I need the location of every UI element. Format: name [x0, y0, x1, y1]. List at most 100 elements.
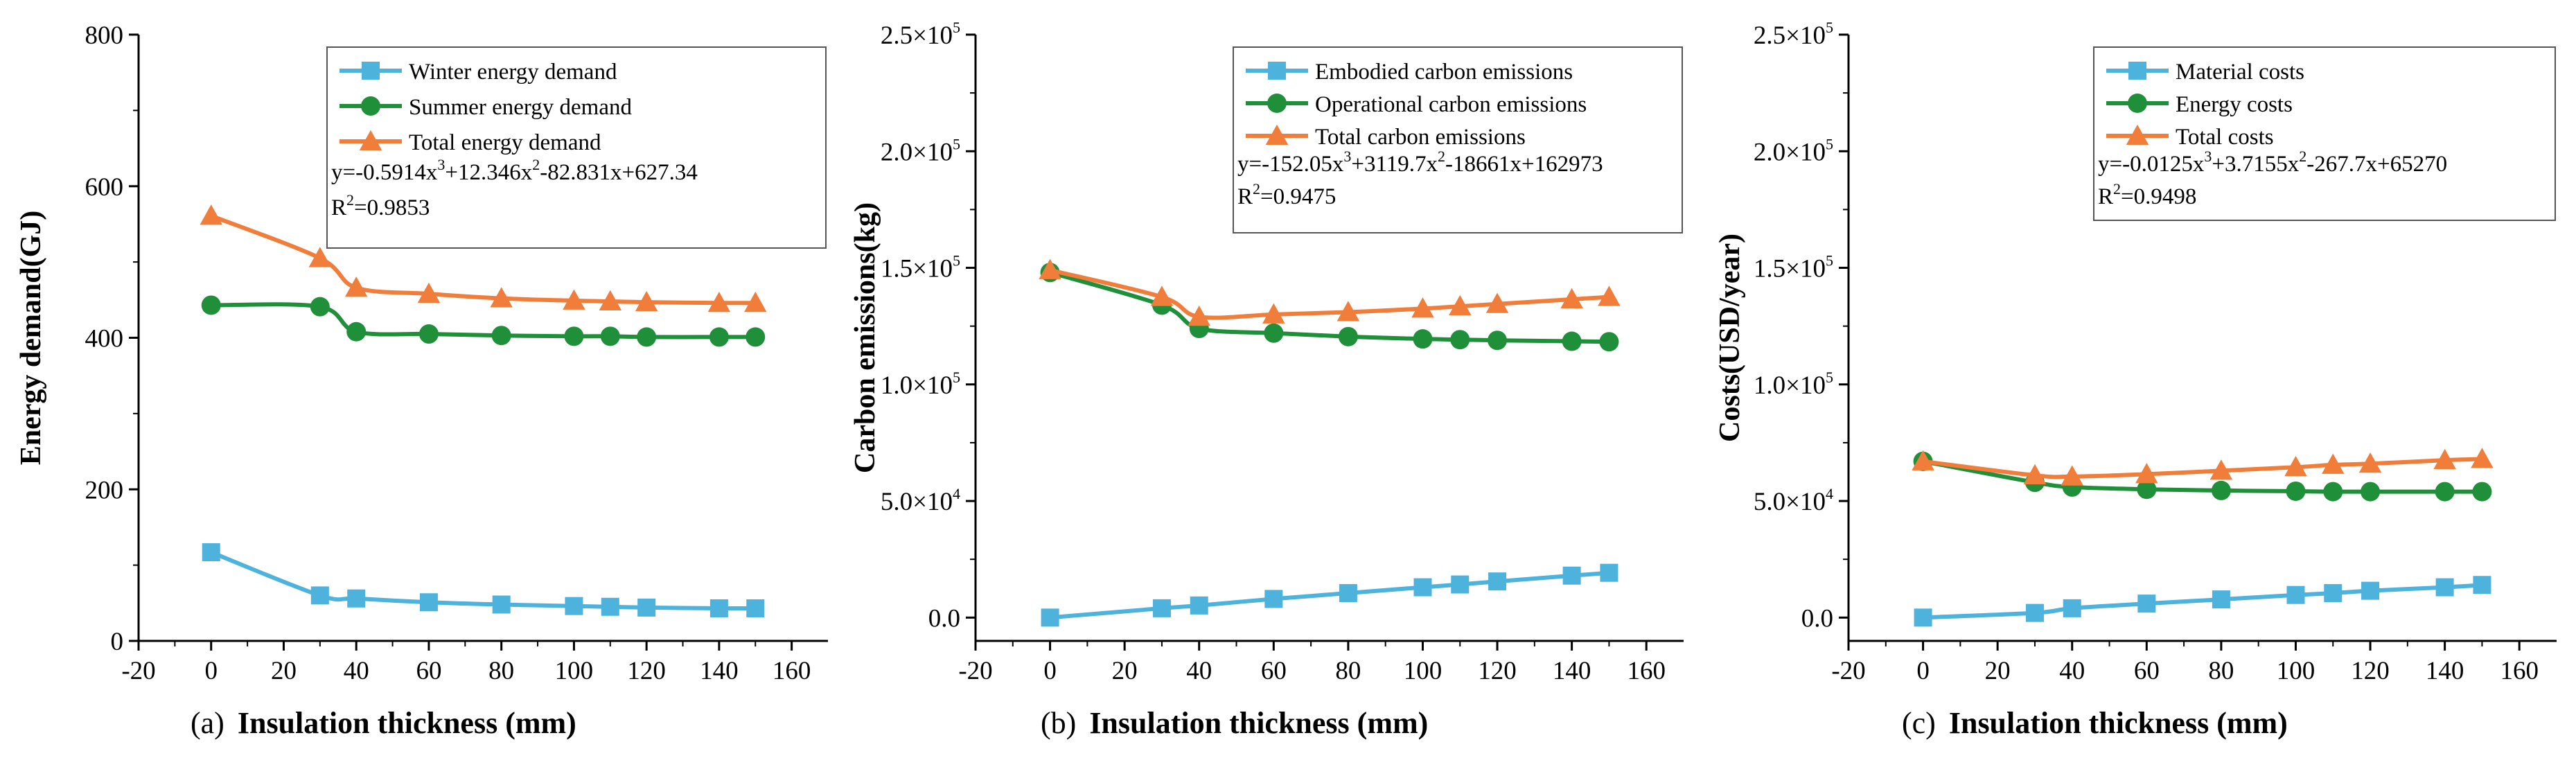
x-axis-label: Insulation thickness (mm)	[1949, 706, 2288, 740]
x-tick-label: 160	[773, 657, 811, 685]
data-point	[1264, 323, 1284, 343]
data-point	[2472, 482, 2492, 502]
data-point	[1264, 590, 1283, 608]
data-point	[2061, 465, 2083, 486]
eq-exponent: 2	[2299, 148, 2306, 165]
data-point	[2361, 581, 2380, 600]
x-tick-label: 160	[1627, 657, 1666, 685]
fit-equation: y=-0.0125x3+3.7155x2-267.7x+65270	[2098, 148, 2447, 177]
x-tick-label: 120	[1478, 657, 1517, 685]
data-point	[1488, 330, 1508, 351]
data-point	[564, 326, 584, 346]
y-tick-mantissa: 2.5×10	[1754, 21, 1826, 50]
x-tick-label: 140	[2426, 657, 2464, 685]
x-tick-label: 80	[2208, 657, 2234, 685]
x-tick-label: 140	[700, 657, 739, 685]
x-tick-label: 100	[2277, 657, 2315, 685]
y-tick-label: 2.0×105	[1754, 135, 1833, 166]
y-tick-label: 1.0×105	[881, 369, 960, 400]
data-point	[2435, 482, 2455, 502]
legend: Material costs Energy costs Total costsy=-…	[2093, 46, 2556, 221]
series-line	[1923, 583, 2482, 620]
series-material-costs	[1914, 576, 2491, 627]
y-tick-exponent: 4	[953, 485, 960, 502]
eq-part: -267.7x+65270	[2306, 152, 2447, 177]
x-tick-label: 120	[627, 657, 666, 685]
y-tick-mantissa: 1.0×10	[881, 371, 953, 400]
r2-value: =0.9498	[2121, 184, 2196, 209]
series-line	[1049, 270, 1609, 344]
y-tick-mantissa: 5.0×10	[1754, 488, 1826, 516]
y-tick-label: 2.5×105	[881, 19, 960, 50]
y-tick-label: 0.0	[928, 604, 960, 633]
x-axis-caption: (b) Insulation thickness (mm)	[1041, 706, 1428, 740]
legend-label: Energy costs	[2176, 92, 2293, 117]
series-summer-energy-demand	[201, 295, 766, 347]
panel-letter: (a)	[191, 706, 232, 740]
eq-exponent: 3	[437, 156, 445, 173]
data-point	[637, 327, 657, 347]
data-point	[2286, 585, 2305, 604]
data-point	[637, 598, 656, 617]
series-line	[1923, 459, 2482, 494]
legend-label: Operational carbon emissions	[1315, 92, 1587, 117]
y-tick-exponent: 5	[1826, 252, 1833, 270]
series-operational-carbon-emissions	[1040, 263, 1619, 352]
data-point	[308, 247, 332, 267]
y-tick-label: 1.5×105	[1754, 252, 1833, 283]
legend-swatch-marker	[362, 62, 380, 80]
data-point	[1413, 329, 1433, 349]
chart-panel-b: -20 0 20 40 60 80 100 120 140 160 0.0 5.0×104 1.0×10…	[849, 19, 1684, 740]
data-point	[2324, 584, 2343, 603]
y-tick-label: 2.5×105	[1754, 19, 1833, 50]
data-point	[1912, 450, 1934, 470]
y-tick-label: 1.0×105	[1754, 369, 1833, 400]
x-tick-label: 100	[555, 657, 594, 685]
data-point	[201, 295, 221, 315]
x-tick-label: -20	[121, 657, 155, 685]
x-tick-label: 60	[416, 657, 441, 685]
x-tick-label: 160	[2500, 657, 2539, 685]
y-axis-label: Costs(USD/year)	[1714, 233, 1746, 442]
data-point	[2358, 452, 2382, 473]
data-point	[1188, 305, 1210, 326]
legend-label: Winter energy demand	[409, 60, 617, 85]
data-point	[490, 287, 513, 308]
series-total-carbon-emissions	[1039, 258, 1621, 326]
series-total-costs	[1912, 448, 2494, 486]
eq-exponent: 3	[1343, 148, 1351, 165]
x-tick-label: 0	[1043, 657, 1057, 685]
data-point	[202, 543, 220, 562]
data-point	[2135, 463, 2158, 484]
eq-exponent: 3	[2204, 148, 2212, 165]
data-point	[200, 204, 222, 225]
data-point	[492, 595, 511, 614]
x-tick-label: 80	[1335, 657, 1361, 685]
data-point	[419, 593, 438, 612]
y-tick-mantissa: 2.0×10	[1754, 138, 1826, 166]
data-point	[709, 327, 729, 347]
r2-exponent: 2	[2113, 180, 2121, 197]
r2-value: =0.9475	[1260, 184, 1336, 209]
data-point	[565, 597, 583, 615]
data-point	[2322, 453, 2345, 474]
data-point	[2471, 448, 2494, 468]
data-point	[2284, 456, 2307, 477]
data-point	[2323, 482, 2343, 502]
data-point	[601, 597, 619, 616]
x-tick-label: 60	[2134, 657, 2160, 685]
data-point	[418, 324, 439, 344]
y-axis-label: Carbon emissions(kg)	[849, 202, 881, 473]
y-tick-exponent: 5	[953, 369, 960, 386]
x-tick-label: 0	[1916, 657, 1930, 685]
r2-exponent: 2	[346, 191, 354, 209]
y-tick-label: 1.5×105	[881, 252, 960, 283]
data-point	[1562, 566, 1581, 585]
y-tick-label: 600	[85, 173, 124, 202]
data-point	[1336, 301, 1360, 321]
data-point	[1413, 578, 1432, 597]
y-tick-mantissa: 0	[111, 628, 124, 656]
x-axis-caption: (c) Insulation thickness (mm)	[1902, 706, 2288, 740]
legend-swatch-marker	[359, 130, 382, 150]
data-point	[1600, 563, 1618, 582]
